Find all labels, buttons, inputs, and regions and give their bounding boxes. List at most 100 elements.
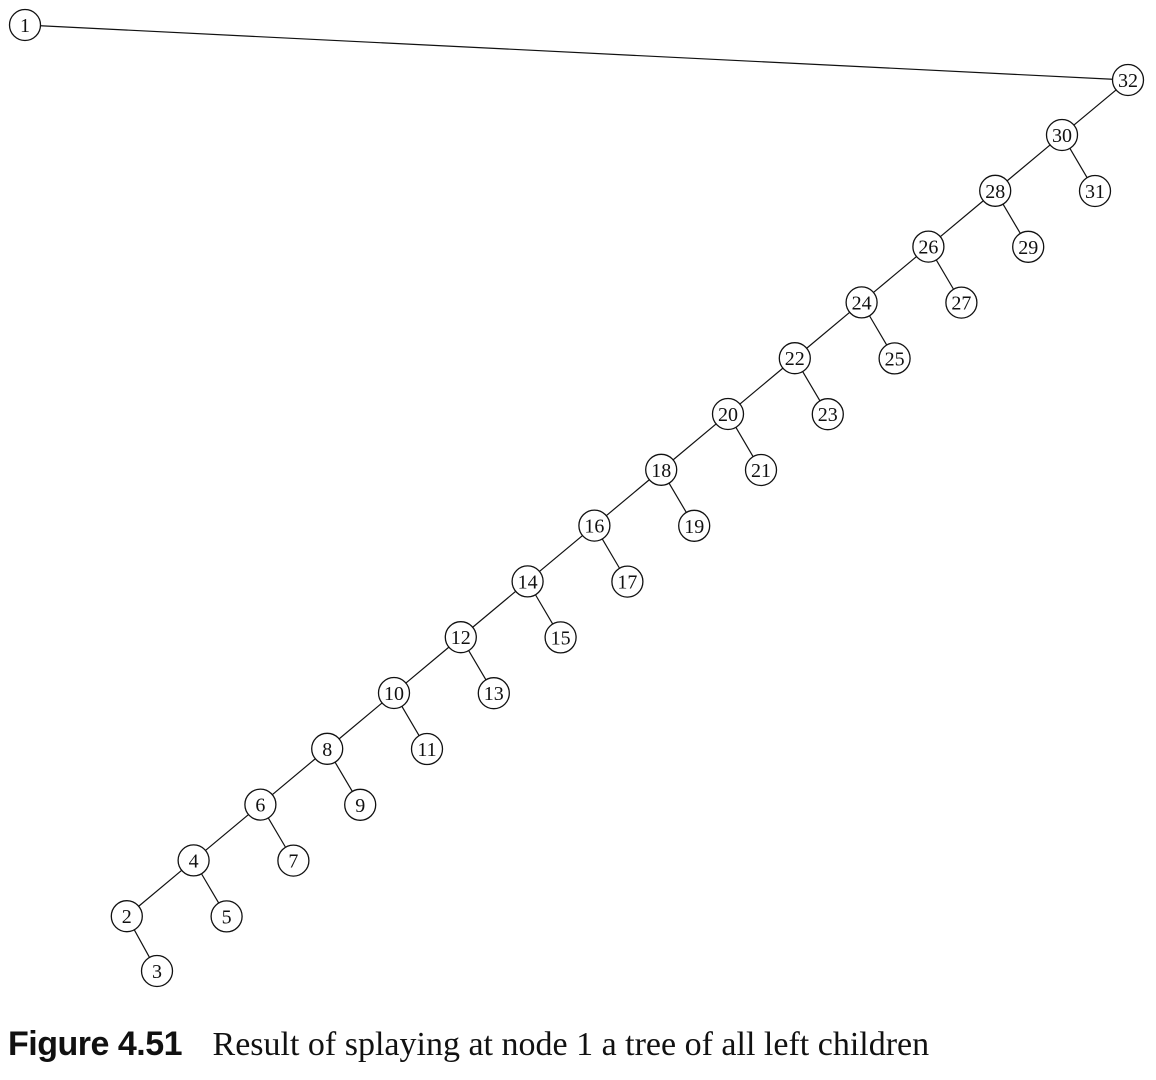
node-circle	[277, 844, 310, 877]
node-label: 5	[222, 906, 232, 928]
node-label: 7	[288, 851, 298, 873]
node-label: 26	[918, 237, 938, 259]
tree-node-10: 10	[377, 676, 411, 710]
edge-14-15	[534, 594, 554, 625]
node-circle	[811, 398, 844, 431]
tree-node-29: 29	[1012, 230, 1045, 263]
node-circle	[778, 342, 811, 375]
tree-nodes: 1234567891011121314151617181920212223242…	[8, 8, 1145, 988]
edge-8-6	[271, 758, 316, 796]
tree-node-28: 28	[979, 174, 1012, 207]
node-circle	[645, 453, 678, 486]
edge-16-14	[539, 535, 583, 572]
node-label: 4	[189, 850, 199, 872]
edge-6-4	[205, 814, 249, 851]
node-circle	[210, 900, 243, 933]
node-circle	[1012, 230, 1045, 263]
tree-node-5: 5	[210, 900, 243, 933]
edge-6-7	[267, 817, 287, 848]
tree-node-26: 26	[912, 230, 945, 263]
node-label: 17	[617, 572, 637, 594]
figure-number: Figure 4.51	[8, 1025, 183, 1063]
node-circle	[8, 8, 42, 42]
tree-node-6: 6	[244, 788, 277, 821]
node-label: 6	[255, 795, 265, 817]
node-circle	[1111, 63, 1145, 97]
node-circle	[110, 900, 143, 933]
edge-18-16	[605, 479, 650, 517]
node-circle	[244, 788, 277, 821]
tree-node-31: 31	[1078, 174, 1112, 208]
edge-8-9	[334, 761, 353, 792]
tree-node-11: 11	[410, 732, 444, 766]
edge-10-11	[401, 706, 420, 736]
splay-tree-diagram: 1234567891011121314151617181920212223242…	[8, 8, 1145, 988]
node-circle	[140, 954, 174, 988]
tree-node-23: 23	[811, 398, 844, 431]
edge-10-8	[338, 702, 383, 740]
edge-24-25	[868, 315, 888, 346]
node-circle	[711, 397, 745, 431]
tree-node-17: 17	[611, 565, 644, 598]
edge-26-24	[873, 256, 917, 293]
node-circle	[1045, 118, 1079, 152]
node-label: 31	[1085, 181, 1105, 203]
tree-node-3: 3	[140, 954, 174, 988]
node-label: 27	[951, 293, 971, 315]
node-circle	[979, 174, 1012, 207]
edge-28-26	[939, 200, 984, 238]
node-label: 12	[451, 627, 471, 649]
node-circle	[177, 844, 210, 877]
tree-node-2: 2	[110, 900, 143, 933]
edge-28-29	[1002, 203, 1021, 234]
node-label: 16	[584, 516, 604, 538]
node-label: 18	[651, 460, 671, 482]
tree-edges	[40, 25, 1117, 958]
tree-node-4: 4	[177, 844, 210, 877]
node-label: 2	[122, 906, 132, 928]
edge-2-3	[133, 929, 151, 958]
node-label: 1	[20, 15, 30, 37]
node-label: 22	[785, 348, 805, 370]
figure-caption-text: Result of splaying at node 1 a tree of a…	[212, 1026, 930, 1063]
node-circle	[511, 565, 544, 598]
node-label: 24	[852, 292, 872, 314]
node-circle	[611, 565, 644, 598]
node-label: 19	[684, 516, 704, 538]
tree-node-13: 13	[477, 677, 510, 710]
figure-caption: Figure 4.51 Result of splaying at node 1…	[8, 1024, 929, 1066]
node-label: 9	[355, 795, 365, 817]
node-label: 15	[551, 627, 571, 649]
node-circle	[377, 676, 411, 710]
node-label: 11	[417, 739, 436, 761]
node-circle	[1078, 174, 1112, 208]
tree-node-12: 12	[444, 621, 477, 654]
tree-node-27: 27	[945, 286, 978, 319]
edge-32-30	[1073, 89, 1117, 126]
edge-30-31	[1069, 148, 1088, 178]
node-circle	[945, 286, 978, 319]
node-label: 14	[518, 571, 538, 593]
edge-18-19	[668, 482, 687, 513]
edge-12-10	[405, 646, 450, 684]
edge-26-27	[935, 259, 955, 290]
tree-node-16: 16	[578, 509, 611, 542]
edge-1-32	[40, 25, 1113, 80]
node-label: 20	[718, 404, 738, 426]
node-label: 3	[152, 961, 162, 983]
node-circle	[444, 621, 477, 654]
tree-node-1: 1	[8, 8, 42, 42]
tree-node-24: 24	[845, 286, 878, 319]
node-circle	[544, 621, 577, 654]
tree-node-22: 22	[778, 342, 811, 375]
node-circle	[878, 342, 911, 375]
tree-node-32: 32	[1111, 63, 1145, 97]
node-label: 25	[885, 348, 905, 370]
node-circle	[311, 732, 344, 765]
edge-20-21	[735, 427, 754, 457]
tree-node-21: 21	[744, 453, 778, 487]
tree-node-19: 19	[678, 509, 711, 542]
node-circle	[912, 230, 945, 263]
tree-node-14: 14	[511, 565, 544, 598]
tree-node-7: 7	[277, 844, 310, 877]
